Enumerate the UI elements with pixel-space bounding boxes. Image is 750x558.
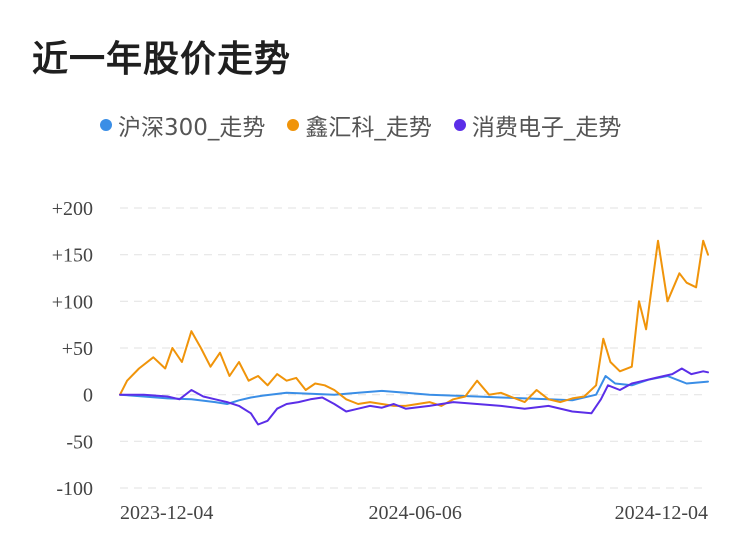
y-tick-label: +150 bbox=[52, 245, 93, 267]
x-tick-label: 2023-12-04 bbox=[120, 502, 213, 524]
legend-label: 沪深300_走势 bbox=[118, 115, 266, 141]
y-tick-label: 0 bbox=[83, 385, 93, 407]
x-tick-label: 2024-12-04 bbox=[615, 502, 708, 524]
legend-item-consumer-electronics[interactable]: 消费电子_走势 bbox=[453, 108, 622, 142]
legend-label: 消费电子_走势 bbox=[471, 115, 622, 141]
y-tick-label: -50 bbox=[66, 431, 93, 453]
page-title: 近一年股价走势 bbox=[32, 39, 292, 80]
series-line-0[interactable] bbox=[119, 375, 709, 405]
legend-dot-icon bbox=[453, 119, 466, 131]
legend-label: 鑫汇科_走势 bbox=[305, 115, 432, 141]
y-tick-label: +50 bbox=[62, 338, 93, 360]
chart-legend: 沪深300_走势 鑫汇科_走势 消费电子_走势 bbox=[100, 108, 621, 142]
x-tick-label: 2024-06-06 bbox=[369, 502, 462, 524]
legend-dot-icon bbox=[100, 119, 112, 131]
y-tick-label: +100 bbox=[52, 291, 93, 313]
legend-dot-icon bbox=[287, 119, 300, 131]
y-tick-label: +200 bbox=[52, 198, 93, 220]
legend-item-xinhuike[interactable]: 鑫汇科_走势 bbox=[287, 108, 432, 142]
series-line-1[interactable] bbox=[119, 239, 709, 407]
series-line-2[interactable] bbox=[119, 367, 709, 426]
legend-item-hs300[interactable]: 沪深300_走势 bbox=[100, 108, 265, 142]
y-tick-label: -100 bbox=[56, 478, 93, 500]
